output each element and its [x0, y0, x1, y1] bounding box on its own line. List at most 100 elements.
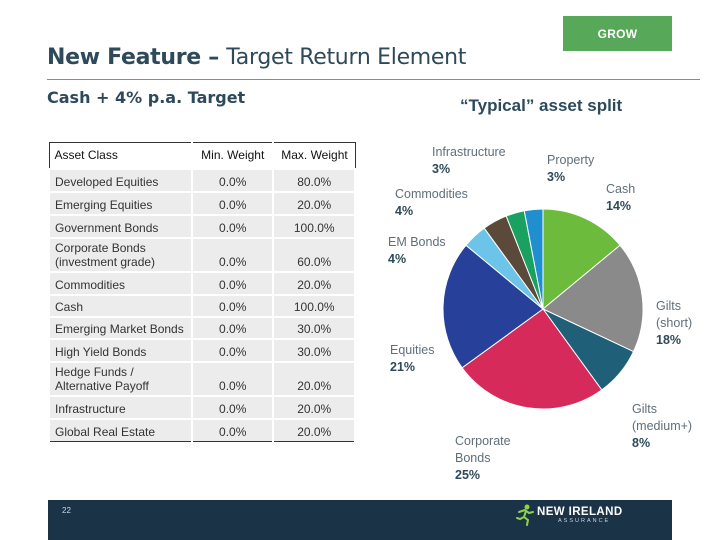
pie-label-gilts: Gilts (medium+) 8% — [632, 401, 692, 452]
footer-bar — [48, 500, 672, 540]
pie-label-corporate: Corporate Bonds 25% — [455, 433, 511, 484]
pie-label-commodities: Commodities 4% — [395, 186, 468, 220]
cell-max-weight: 20.0% — [272, 394, 356, 420]
asset-name: High Yield Bonds — [55, 344, 147, 359]
cell-min-weight: 0.0% — [190, 270, 275, 296]
cell-asset-class: Cash — [48, 293, 193, 318]
asset-name: Hedge Funds / — [55, 364, 134, 379]
title-divider — [47, 79, 700, 80]
cell-asset-class: Government Bonds — [48, 213, 193, 239]
table-body: Developed Equities 0.0% 80.0% Emerging Equi… — [48, 167, 356, 442]
table-row: Infrastructure 0.0% 20.0% — [48, 394, 356, 420]
cell-asset-class: Global Real Estate — [48, 417, 193, 442]
table-row: Hedge Funds / Alternative Payoff 0.0% 20.0% — [48, 360, 356, 397]
footer: 22 — [0, 500, 720, 540]
asset-split-title: “Typical” asset split — [460, 96, 623, 115]
pie-label-em-bonds: EM Bonds 4% — [388, 234, 446, 268]
pie-label-percent: 3% — [432, 162, 451, 176]
asset-name: Government Bonds — [55, 220, 159, 235]
pie-label-name: Gilts — [656, 299, 681, 313]
page-title-rest: Target Return Element — [226, 45, 467, 70]
page-subtitle: Cash + 4% p.a. Target — [47, 88, 246, 107]
cell-asset-class: Commodities — [48, 270, 193, 296]
asset-name: Emerging Equities — [55, 197, 153, 212]
pie-label-gilts: Gilts (short) 18% — [656, 298, 692, 349]
cell-asset-class: Infrastructure — [48, 394, 193, 420]
header-min-weight: Min. Weight — [191, 142, 275, 169]
asset-name-line2: (investment grade) — [55, 254, 156, 269]
logo-name: NEW IRELAND — [537, 505, 623, 518]
pie-label-name: Corporate — [455, 434, 511, 448]
cell-min-weight: 0.0% — [190, 213, 275, 239]
pie-label-equities: Equities 21% — [390, 342, 434, 376]
pie-label-percent: 4% — [388, 252, 407, 266]
cell-max-weight: 30.0% — [272, 337, 356, 363]
cell-max-weight: 20.0% — [272, 190, 356, 216]
logo-subtitle: ASSURANCE — [558, 517, 611, 524]
pie-label-name: Infrastructure — [432, 145, 506, 159]
cell-max-weight: 20.0% — [272, 270, 356, 296]
table-row: Developed Equities 0.0% 80.0% — [48, 167, 356, 193]
table-row: Corporate Bonds (investment grade) 0.0% 60.… — [48, 236, 356, 273]
asset-name: Global Real Estate — [55, 425, 156, 439]
runner-icon — [516, 504, 534, 526]
asset-name: Infrastructure — [55, 401, 126, 416]
table-header-row: Asset Class Min. Weight Max. Weight — [48, 142, 356, 169]
pie-label-percent: 25% — [455, 468, 481, 482]
cell-min-weight: 0.0% — [190, 394, 275, 420]
pie-slice-equities — [442, 244, 544, 369]
table-row: Emerging Equities 0.0% 20.0% — [48, 190, 356, 216]
pie-label-name-line2: Bonds — [455, 451, 491, 465]
footer-left-margin — [0, 500, 48, 540]
pie-label-name-line2: (short) — [656, 316, 693, 330]
pie-label-percent: 14% — [606, 199, 632, 213]
asset-split-pie-chart — [442, 208, 644, 410]
pie-label-percent: 8% — [632, 436, 651, 450]
asset-name: Emerging Market Bonds — [55, 321, 184, 336]
cell-min-weight: 0.0% — [190, 417, 275, 442]
asset-name: Developed Equities — [55, 174, 159, 189]
table-row: Global Real Estate 0.0% 20.0% — [48, 417, 356, 442]
cell-asset-class: Emerging Market Bonds — [48, 315, 193, 340]
pie-slice-corporate-bonds — [461, 308, 603, 410]
cell-max-weight: 80.0% — [272, 167, 356, 193]
cell-max-weight: 20.0% — [272, 360, 356, 397]
pie-label-cash: Cash 14% — [606, 181, 635, 215]
table-row: Government Bonds 0.0% 100.0% — [48, 213, 356, 239]
page-title-bold: New Feature – — [47, 45, 227, 70]
cell-max-weight: 30.0% — [272, 315, 356, 340]
pie-label-name: EM Bonds — [388, 235, 446, 249]
asset-name: Commodities — [55, 277, 126, 292]
pie-label-percent: 3% — [547, 170, 566, 184]
pie-label-name: Cash — [606, 182, 636, 196]
asset-weights-table: Asset Class Min. Weight Max. Weight Deve… — [48, 142, 356, 442]
cell-asset-class: Corporate Bonds (investment grade) — [48, 236, 193, 273]
header-asset-class: Asset Class — [48, 142, 193, 169]
cell-min-weight: 0.0% — [190, 236, 275, 273]
cell-min-weight: 0.0% — [190, 167, 275, 193]
asset-name: Corporate Bonds — [55, 240, 146, 255]
pie-label-percent: 18% — [656, 333, 682, 347]
pie-slice-gilts-short — [542, 244, 644, 353]
pie-label-name: Property — [547, 153, 595, 167]
pie-label-property: Property 3% — [547, 152, 594, 186]
pie-label-name: Commodities — [395, 187, 468, 201]
pie-label-infrastructure: Infrastructure 3% — [432, 144, 506, 178]
table-row: High Yield Bonds 0.0% 30.0% — [48, 337, 356, 363]
pie-slice-cash — [542, 208, 621, 311]
cell-max-weight: 60.0% — [272, 236, 356, 273]
asset-name: Cash — [55, 299, 84, 314]
table-row: Commodities 0.0% 20.0% — [48, 270, 356, 296]
cell-asset-class: Emerging Equities — [48, 190, 193, 216]
pie-label-name: Gilts — [632, 402, 657, 416]
cell-asset-class: Hedge Funds / Alternative Payoff — [48, 360, 193, 397]
page-number: 22 — [62, 506, 71, 515]
pie-label-percent: 21% — [390, 360, 416, 374]
pie-slice-property — [523, 208, 544, 310]
cell-min-weight: 0.0% — [190, 293, 275, 318]
cell-max-weight: 20.0% — [272, 417, 356, 442]
header-max-weight: Max. Weight — [272, 142, 356, 169]
pie-label-name: Equities — [390, 343, 435, 357]
grow-badge: GROW — [563, 16, 672, 51]
asset-name-line2: Alternative Payoff — [55, 378, 149, 393]
